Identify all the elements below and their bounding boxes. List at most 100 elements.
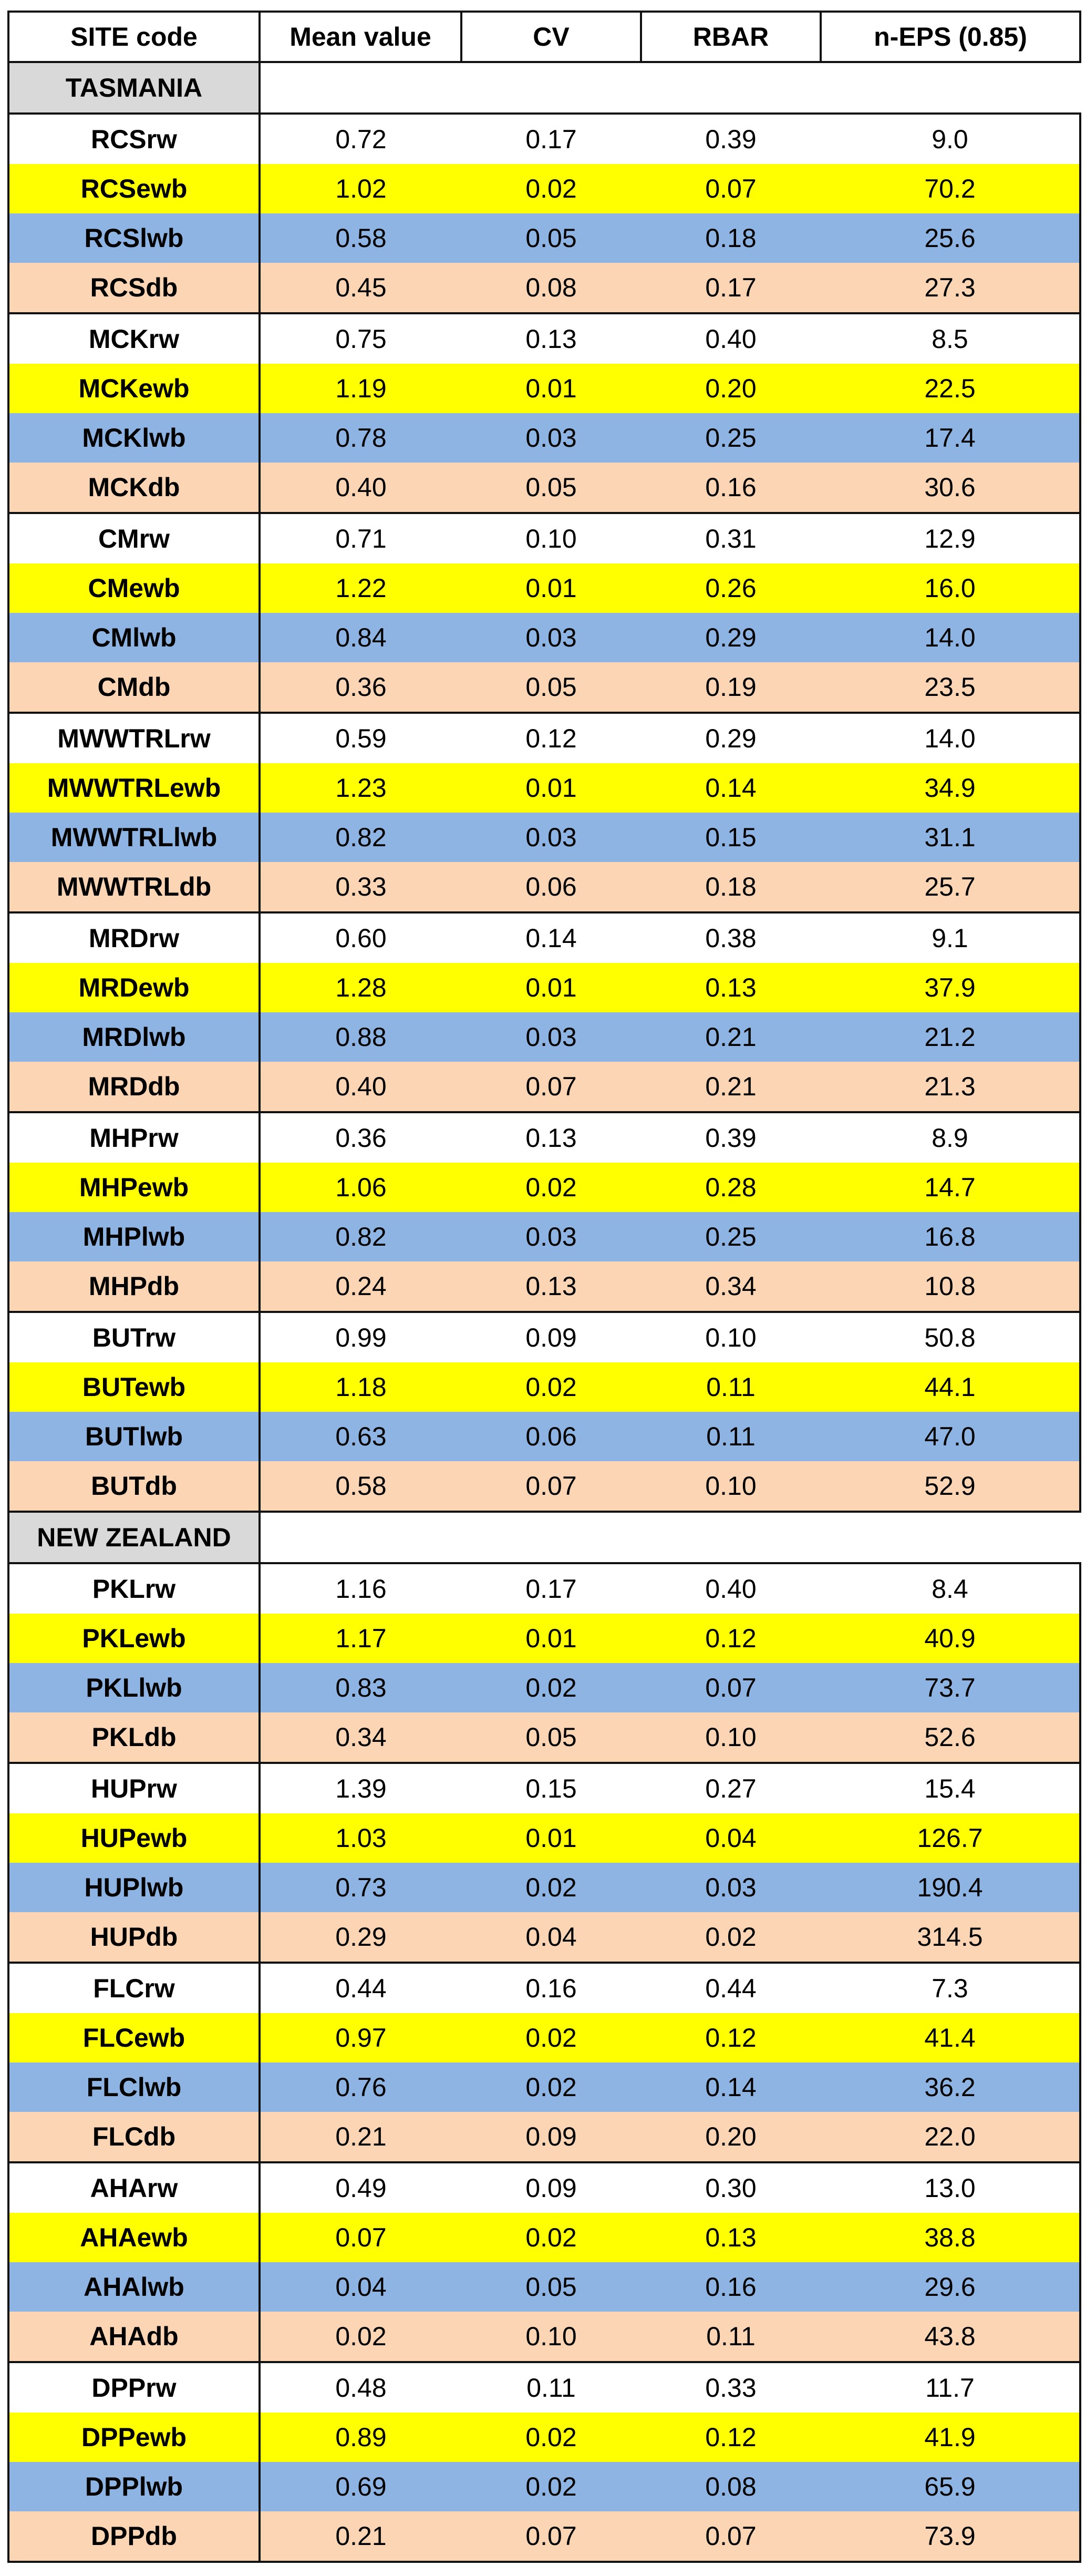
mean-value-cell: 0.58 <box>260 213 461 263</box>
n-eps-cell: 70.2 <box>821 164 1081 213</box>
region-label: NEW ZEALAND <box>7 1511 261 1564</box>
table-row: MCKlwb 0.78 0.03 0.25 17.4 <box>7 413 1081 463</box>
site-code-cell: AHAlwb <box>7 2262 261 2312</box>
cv-cell: 0.07 <box>461 1062 641 1112</box>
cv-cell: 0.10 <box>461 512 641 563</box>
table-row: MWWTRLlwb 0.82 0.03 0.15 31.1 <box>7 813 1081 862</box>
mean-value-cell: 0.76 <box>260 2062 461 2112</box>
site-code-cell: DPPlwb <box>7 2462 261 2511</box>
rbar-cell: 0.07 <box>641 2511 821 2563</box>
site-code-cell: CMrw <box>7 512 261 563</box>
n-eps-cell: 8.9 <box>821 1111 1081 1163</box>
region-label: TASMANIA <box>7 61 261 115</box>
table-row: FLCrw 0.44 0.16 0.44 7.3 <box>7 1962 1081 2013</box>
site-code-cell: BUTlwb <box>7 1412 261 1461</box>
table-row: MCKewb 1.19 0.01 0.20 22.5 <box>7 364 1081 413</box>
site-code-cell: PKLewb <box>7 1614 261 1663</box>
site-code-cell: MWWTRLewb <box>7 763 261 813</box>
rbar-cell: 0.29 <box>641 712 821 763</box>
mean-value-cell: 0.59 <box>260 712 461 763</box>
n-eps-cell: 40.9 <box>821 1614 1081 1663</box>
table-row: HUPrw 1.39 0.15 0.27 15.4 <box>7 1762 1081 1813</box>
site-code-cell: FLCewb <box>7 2013 261 2062</box>
mean-value-cell: 0.75 <box>260 312 461 364</box>
rbar-cell: 0.19 <box>641 662 821 713</box>
table-row: RCSrw 0.72 0.17 0.39 9.0 <box>7 112 1081 164</box>
table-row: PKLdb 0.34 0.05 0.10 52.6 <box>7 1712 1081 1763</box>
n-eps-cell: 15.4 <box>821 1762 1081 1813</box>
mean-value-cell: 0.78 <box>260 413 461 463</box>
mean-value-cell: 0.40 <box>260 463 461 513</box>
n-eps-cell: 16.0 <box>821 563 1081 613</box>
table-row: HUPlwb 0.73 0.02 0.03 190.4 <box>7 1863 1081 1912</box>
table-row: BUTlwb 0.63 0.06 0.11 47.0 <box>7 1412 1081 1461</box>
rbar-cell: 0.39 <box>641 1111 821 1163</box>
n-eps-cell: 52.6 <box>821 1712 1081 1763</box>
cv-cell: 0.09 <box>461 1311 641 1362</box>
cv-cell: 0.02 <box>461 164 641 213</box>
table-row: DPPrw 0.48 0.11 0.33 11.7 <box>7 2361 1081 2413</box>
mean-value-cell: 0.34 <box>260 1712 461 1763</box>
header-cv: CV <box>460 11 642 63</box>
site-code-cell: AHAdb <box>7 2312 261 2362</box>
mean-value-cell: 0.69 <box>260 2462 461 2511</box>
table-row: BUTewb 1.18 0.02 0.11 44.1 <box>7 1362 1081 1412</box>
cv-cell: 0.03 <box>461 1212 641 1261</box>
mean-value-cell: 1.39 <box>260 1762 461 1813</box>
cv-cell: 0.07 <box>461 1461 641 1513</box>
rbar-cell: 0.14 <box>641 2062 821 2112</box>
rbar-cell: 0.27 <box>641 1762 821 1813</box>
mean-value-cell: 0.71 <box>260 512 461 563</box>
region-header-row: NEW ZEALAND <box>7 1511 1080 1564</box>
cv-cell: 0.05 <box>461 1712 641 1763</box>
cv-cell: 0.05 <box>461 2262 641 2312</box>
n-eps-cell: 36.2 <box>821 2062 1081 2112</box>
cv-cell: 0.06 <box>461 1412 641 1461</box>
rbar-cell: 0.21 <box>641 1062 821 1112</box>
rbar-cell: 0.16 <box>641 463 821 513</box>
table-header: SITE code Mean value CV RBAR n-EPS (0.85… <box>7 11 1081 63</box>
mean-value-cell: 0.21 <box>260 2112 461 2162</box>
mean-value-cell: 0.60 <box>260 911 461 963</box>
rbar-cell: 0.26 <box>641 563 821 613</box>
rbar-cell: 0.07 <box>641 164 821 213</box>
rbar-cell: 0.34 <box>641 1261 821 1312</box>
rbar-cell: 0.29 <box>641 613 821 662</box>
region-header-row: TASMANIA <box>7 61 1080 115</box>
site-code-cell: FLCrw <box>7 1962 261 2013</box>
rbar-cell: 0.40 <box>641 312 821 364</box>
rbar-cell: 0.30 <box>641 2161 821 2213</box>
site-code-cell: MCKdb <box>7 463 261 513</box>
table-row: MHPdb 0.24 0.13 0.34 10.8 <box>7 1261 1081 1312</box>
cv-cell: 0.03 <box>461 813 641 862</box>
table-row: CMdb 0.36 0.05 0.19 23.5 <box>7 662 1081 713</box>
mean-value-cell: 0.36 <box>260 1111 461 1163</box>
rbar-cell: 0.13 <box>641 2213 821 2262</box>
site-code-cell: BUTrw <box>7 1311 261 1362</box>
site-code-cell: DPPewb <box>7 2413 261 2462</box>
n-eps-cell: 65.9 <box>821 2462 1081 2511</box>
rbar-cell: 0.04 <box>641 1813 821 1863</box>
table-row: MRDlwb 0.88 0.03 0.21 21.2 <box>7 1012 1081 1062</box>
n-eps-cell: 126.7 <box>821 1813 1081 1863</box>
site-code-cell: DPPrw <box>7 2361 261 2413</box>
n-eps-cell: 47.0 <box>821 1412 1081 1461</box>
cv-cell: 0.13 <box>461 1261 641 1312</box>
rbar-cell: 0.10 <box>641 1311 821 1362</box>
n-eps-cell: 44.1 <box>821 1362 1081 1412</box>
rbar-cell: 0.10 <box>641 1712 821 1763</box>
table-row: CMrw 0.71 0.10 0.31 12.9 <box>7 512 1081 563</box>
rbar-cell: 0.15 <box>641 813 821 862</box>
n-eps-cell: 17.4 <box>821 413 1081 463</box>
table-row: FLCdb 0.21 0.09 0.20 22.0 <box>7 2112 1081 2162</box>
header-site-code: SITE code <box>7 11 261 63</box>
mean-value-cell: 0.29 <box>260 1912 461 1963</box>
n-eps-cell: 22.5 <box>821 364 1081 413</box>
rbar-cell: 0.02 <box>641 1912 821 1963</box>
n-eps-cell: 22.0 <box>821 2112 1081 2162</box>
mean-value-cell: 1.19 <box>260 364 461 413</box>
n-eps-cell: 25.6 <box>821 213 1081 263</box>
table-row: MWWTRLdb 0.33 0.06 0.18 25.7 <box>7 862 1081 912</box>
cv-cell: 0.02 <box>461 2462 641 2511</box>
cv-cell: 0.03 <box>461 413 641 463</box>
